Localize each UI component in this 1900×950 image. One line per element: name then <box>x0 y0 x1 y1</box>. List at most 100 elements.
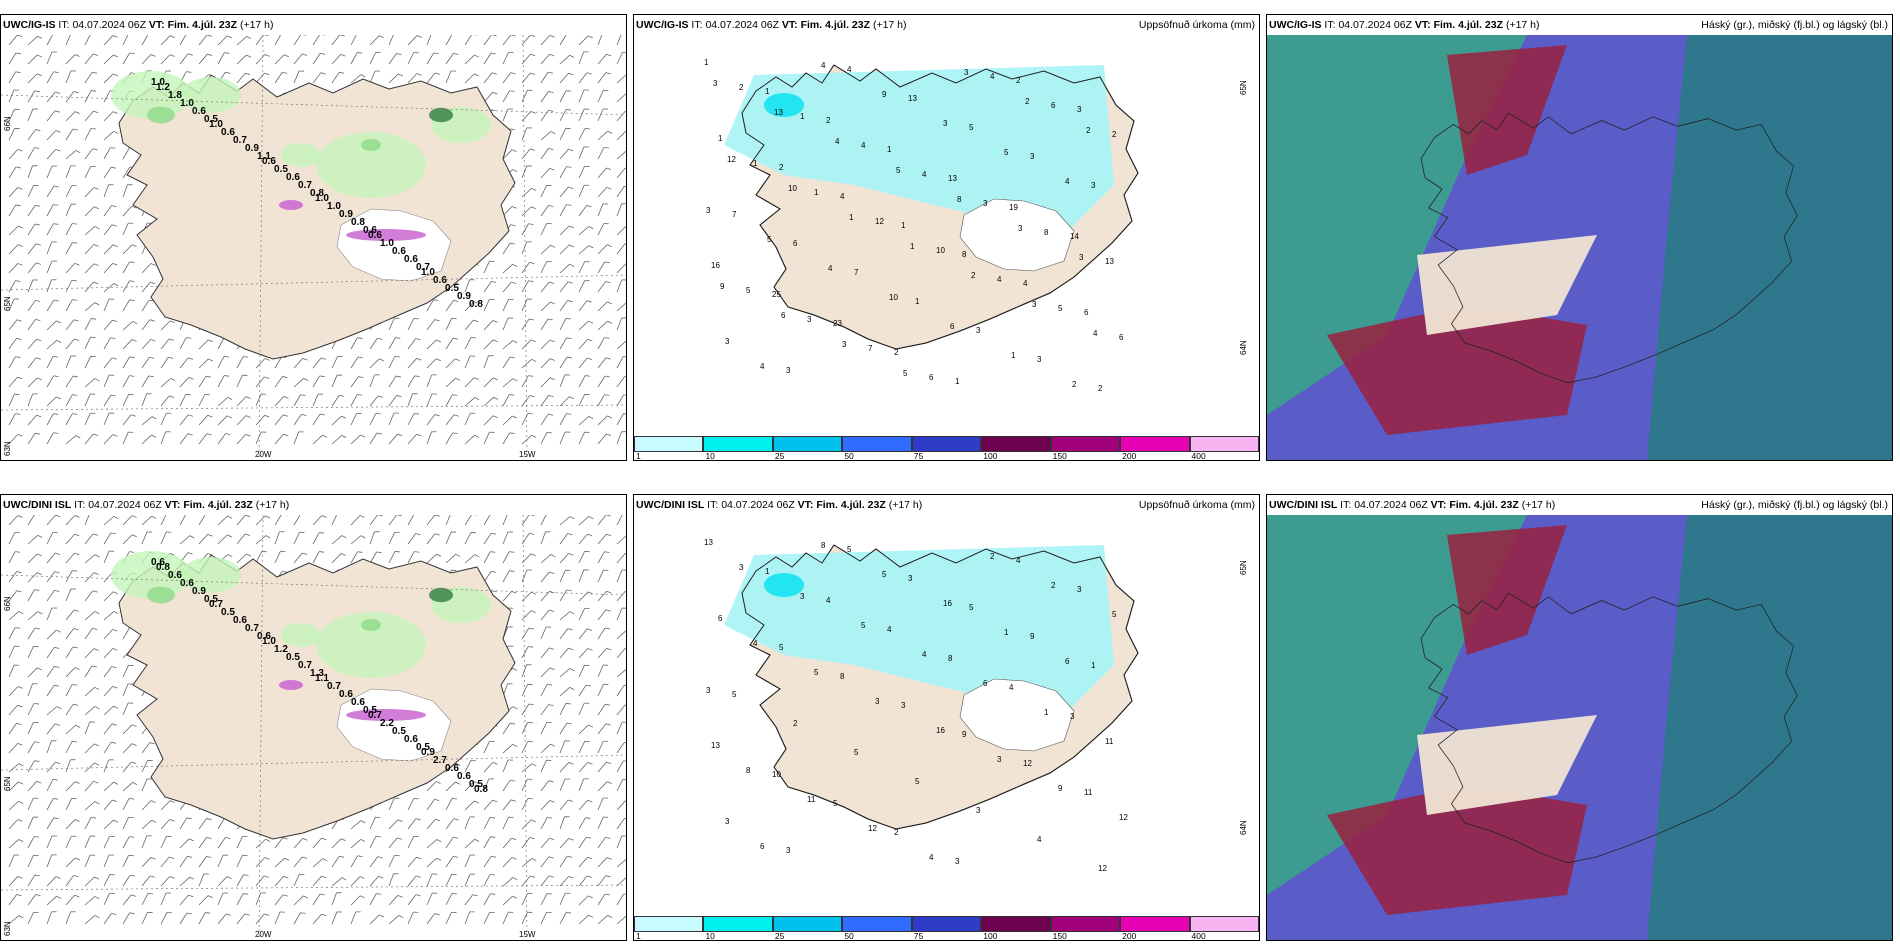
precip-map[interactable]: 1121131914162523212312418463341353376713… <box>634 35 1259 435</box>
wind-barb <box>331 71 340 84</box>
wind-barb <box>236 553 247 564</box>
wind-barb <box>65 150 77 160</box>
precip-value: 0.6 <box>363 225 377 236</box>
wind-barb <box>15 413 21 415</box>
wind-barb <box>8 876 19 887</box>
wind-barb <box>464 515 472 526</box>
wind-barb <box>8 781 19 792</box>
precip-value: 13 <box>908 94 917 103</box>
precip-value: 3 <box>976 326 981 335</box>
wind-barb <box>225 836 231 839</box>
wind-barb <box>606 781 612 784</box>
precip-value: 12 <box>1023 759 1032 768</box>
precip-value: 13 <box>774 108 783 117</box>
wind-barb <box>17 515 23 518</box>
wind-barb <box>597 281 606 293</box>
precip-value: 5 <box>833 799 838 808</box>
precip-value: 6 <box>1051 101 1056 110</box>
wind-barb <box>35 129 41 132</box>
wind-barb <box>312 53 321 65</box>
wind-barb <box>179 35 187 46</box>
colorbar-tick: 150 <box>1052 451 1067 461</box>
wind-barb <box>84 302 96 312</box>
precip-value: 0.6 <box>257 631 271 642</box>
wind-barb <box>568 396 574 400</box>
precip-value: 2 <box>894 348 899 357</box>
precip-value: 11 <box>807 795 816 804</box>
wind-barb <box>531 339 536 343</box>
wind-barb <box>321 837 327 841</box>
precip-value: 8 <box>957 195 962 204</box>
precip-area <box>316 612 426 678</box>
wind-barb <box>578 608 585 621</box>
wind-barb <box>616 225 626 236</box>
wind-barb <box>141 531 148 545</box>
wind-map[interactable]: 1.00.51.10.80.60.70.80.60.90.70.80.60.91… <box>1 35 626 460</box>
wind-barb <box>65 375 74 388</box>
wind-barb <box>585 817 591 819</box>
panel-4[interactable]: UWC/DINI ISL IT: 04.07.2024 06Z VT: Fim.… <box>0 494 627 941</box>
wind-barb <box>35 318 41 321</box>
coastline <box>741 544 1139 830</box>
wind-barb <box>73 319 79 322</box>
cloud-map[interactable] <box>1267 515 1892 940</box>
wind-barb <box>283 875 289 879</box>
wind-barb <box>464 319 474 331</box>
wind-barb <box>94 762 100 766</box>
wind-barb <box>122 261 130 274</box>
precip-map[interactable]: 1314484313105234365839121133535915255341… <box>634 515 1259 915</box>
wind-barb <box>74 781 80 784</box>
wind-map[interactable]: 0.60.50.61.30.50.50.50.90.70.70.60.60.60… <box>1 515 626 940</box>
precip-value: 0.6 <box>192 106 206 117</box>
precip-value: 23 <box>833 319 842 328</box>
precip-area <box>361 139 381 151</box>
colorbar-swatch <box>772 916 843 932</box>
wind-barb <box>274 376 283 388</box>
cloud-map[interactable] <box>1267 35 1892 460</box>
wind-barb <box>597 320 608 331</box>
precip-value: 2 <box>826 116 831 125</box>
wind-barb <box>398 73 404 77</box>
wind-barb <box>605 281 611 284</box>
wind-barb <box>464 54 475 65</box>
panel-3[interactable]: UWC/IG-IS IT: 04.07.2024 06Z VT: Fim. 4.… <box>1266 14 1893 461</box>
precip-value: 19 <box>1009 203 1018 212</box>
wind-barb <box>34 741 40 743</box>
wind-barb <box>244 913 250 916</box>
wind-barb <box>103 836 110 849</box>
wind-barb <box>274 356 282 369</box>
wind-barb <box>616 356 624 369</box>
wind-barb <box>282 414 288 417</box>
cloud-mid <box>1447 45 1567 175</box>
wind-barb <box>217 515 228 526</box>
wind-barb <box>434 798 440 801</box>
panel-1[interactable]: UWC/IG-IS IT: 04.07.2024 06Z VT: Fim. 4.… <box>0 14 627 461</box>
precip-value: 4 <box>760 362 765 371</box>
panel-2[interactable]: UWC/IG-IS IT: 04.07.2024 06Z VT: Fim. 4.… <box>633 14 1260 461</box>
precip-value: 1.0 <box>151 77 165 88</box>
wind-barb <box>559 570 566 583</box>
wind-barb <box>103 723 113 735</box>
wind-barb <box>122 280 130 293</box>
panel-6[interactable]: UWC/DINI ISL IT: 04.07.2024 06Z VT: Fim.… <box>1266 494 1893 941</box>
wind-barb <box>559 687 570 697</box>
wind-barb <box>75 435 81 439</box>
wind-barb <box>170 378 176 381</box>
wind-barb <box>65 835 72 849</box>
wind-barb <box>360 535 366 539</box>
wind-barb <box>483 855 492 868</box>
wind-barb <box>502 281 512 293</box>
wind-barb <box>578 836 587 849</box>
wind-barb <box>321 515 327 518</box>
wind-barb <box>597 415 608 426</box>
wind-barb <box>37 54 43 58</box>
wind-barb <box>207 895 213 898</box>
wind-barb <box>46 590 55 602</box>
wind-barb <box>274 876 284 887</box>
wind-barb <box>616 668 626 678</box>
panel-5[interactable]: UWC/DINI ISL IT: 04.07.2024 06Z VT: Fim.… <box>633 494 1260 941</box>
wind-barb <box>521 722 529 735</box>
wind-barb <box>521 241 528 255</box>
wind-barb <box>84 762 95 773</box>
wind-barb <box>27 553 38 564</box>
